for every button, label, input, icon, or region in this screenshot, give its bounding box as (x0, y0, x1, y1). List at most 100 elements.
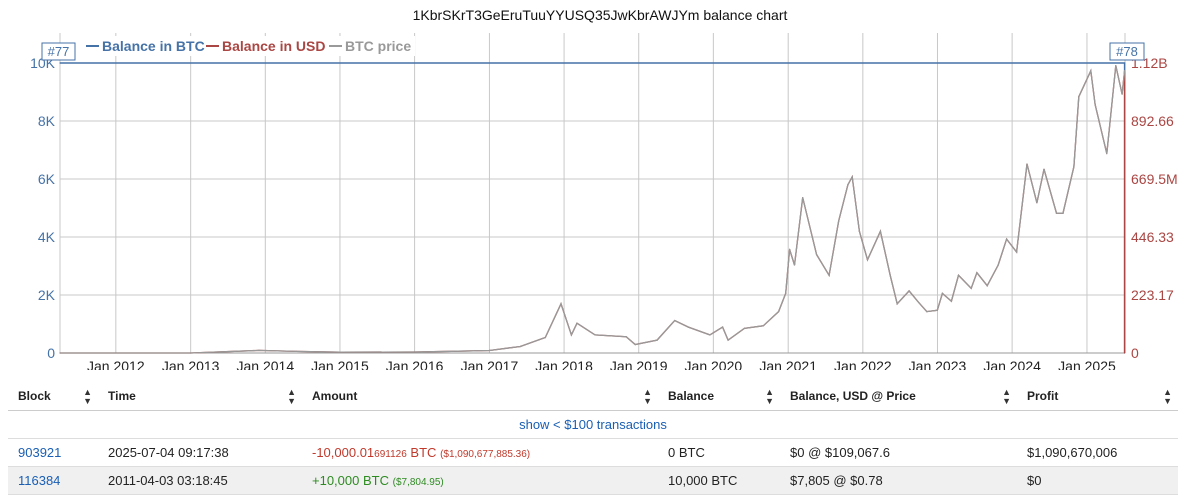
y-right-tick-label: 446.33 (1131, 229, 1174, 245)
data-point-btc-price (1078, 96, 1080, 98)
legend-item-price[interactable]: BTC price (345, 38, 411, 54)
data-point-btc-price (1115, 65, 1117, 67)
data-point-btc-price (727, 339, 729, 341)
data-point-btc-price (258, 349, 260, 351)
data-point-btc-price (879, 230, 882, 232)
data-point-btc-price (838, 220, 840, 222)
data-point-btc-price (816, 254, 818, 256)
table-row: 116384 2011-04-03 03:18:45 +10,000 BTC (… (8, 466, 1178, 495)
data-point-btc-price (828, 274, 830, 276)
data-point-btc-price (847, 184, 849, 186)
chart-grid (59, 33, 1126, 354)
amount-tail: 691126 (374, 449, 407, 460)
column-header-profit[interactable]: Profit ▲ ▼ (1017, 381, 1178, 411)
data-point-balance-in-usd (1124, 352, 1126, 354)
show-small-transactions-row: show < $100 transactions (8, 410, 1178, 439)
balance-chart-svg[interactable]: 1KbrSKrT3GeEruTuuYYUSQ35JwKbrAWJYm balan… (0, 0, 1200, 370)
block-link[interactable]: 903921 (8, 438, 98, 467)
x-tick-label: Jan 2022 (834, 358, 892, 370)
data-point-btc-price (1090, 70, 1092, 72)
sort-icon[interactable]: ▲ ▼ (1002, 387, 1011, 406)
x-tick-label: Jan 2024 (983, 358, 1041, 370)
tx-balance-usd: $7,805 @ $0.78 (780, 466, 1017, 495)
data-point-btc-price (1055, 212, 1058, 214)
x-tick-label: Jan 2012 (87, 358, 145, 370)
tx-balance: 0 BTC (658, 438, 780, 467)
tx-balance: 10,000 BTC (658, 466, 780, 495)
legend-background (80, 36, 415, 56)
data-point-btc-price (918, 301, 920, 304)
table-row: 903921 2025-07-04 09:17:38 -10,000.01691… (8, 438, 1178, 467)
data-point-btc-price (926, 311, 928, 313)
chart-legend[interactable]: Balance in BTC Balance in USD BTC price (80, 36, 415, 56)
column-header-balance-usd[interactable]: Balance, USD @ Price ▲ ▼ (780, 381, 1017, 411)
data-point-btc-price (687, 326, 690, 328)
column-header-label: Block (18, 388, 51, 403)
block-link[interactable]: 116384 (8, 466, 98, 495)
x-tick-label: Jan 2013 (162, 358, 220, 370)
data-point-btc-price (560, 303, 562, 305)
data-point-btc-price (1106, 153, 1108, 155)
data-point-btc-price (709, 334, 711, 336)
sort-icon[interactable]: ▲ ▼ (83, 387, 92, 406)
column-header-balance[interactable]: Balance ▲ ▼ (658, 381, 780, 411)
data-point-btc-price (576, 322, 578, 324)
data-point-btc-price (1016, 251, 1018, 253)
tx-time: 2011-04-03 03:18:45 (98, 466, 302, 495)
data-point-btc-price (858, 230, 861, 232)
data-point-btc-price (1094, 103, 1096, 105)
show-small-transactions-link[interactable]: show < $100 transactions (8, 410, 1178, 439)
balance-chart[interactable]: 1KbrSKrT3GeEruTuuYYUSQ35JwKbrAWJYm balan… (0, 0, 1200, 370)
data-point-btc-price (488, 349, 490, 352)
x-tick-label: Jan 2015 (311, 358, 369, 370)
x-tick-label: Jan 2020 (685, 358, 743, 370)
data-point-btc-price (941, 292, 944, 294)
flag-start[interactable] (41, 42, 76, 61)
y-left-tick-label: 8K (38, 113, 56, 129)
x-tick-label: Jan 2023 (909, 358, 967, 370)
sort-icon[interactable]: ▲ ▼ (643, 387, 652, 406)
data-point-btc-price (1073, 166, 1075, 168)
column-header-time[interactable]: Time ▲ ▼ (98, 381, 302, 411)
data-point-btc-price (451, 350, 453, 352)
tx-profit: $1,090,670,006 (1017, 438, 1178, 467)
sort-icon[interactable]: ▲ ▼ (765, 387, 774, 406)
data-point-btc-price (743, 327, 746, 329)
data-point-btc-price (789, 248, 791, 250)
data-point-btc-price (414, 351, 416, 353)
legend-item-usd[interactable]: Balance in USD (222, 38, 325, 54)
data-point-btc-price (656, 339, 658, 341)
data-point-btc-price (594, 334, 596, 336)
x-tick-label: Jan 2017 (461, 358, 519, 370)
data-point-btc-price (1006, 238, 1008, 240)
tx-time: 2025-07-04 09:17:38 (98, 438, 302, 467)
tx-profit: $0 (1017, 466, 1178, 495)
chart-axes: 02K4K6K8K10K0223.17446.33669.5M892.661.1… (30, 55, 1178, 370)
x-tick-label: Jan 2016 (386, 358, 444, 370)
column-header-amount[interactable]: Amount ▲ ▼ (302, 381, 658, 411)
data-point-btc-price (544, 336, 546, 339)
legend-item-btc[interactable]: Balance in BTC (102, 38, 205, 54)
amount-main: -10,000.01 (312, 445, 375, 460)
data-point-btc-price (722, 326, 724, 328)
column-header-block[interactable]: Block ▲ ▼ (8, 381, 98, 411)
amount-usd: ($7,804.95) (392, 477, 444, 488)
column-header-label: Time (108, 388, 136, 403)
flag-end-label: #78 (1116, 44, 1138, 59)
x-tick-label: Jan 2018 (535, 358, 593, 370)
sort-icon[interactable]: ▲ ▼ (287, 387, 296, 406)
transactions-table: Block ▲ ▼ Time ▲ ▼ Amount ▲ ▼ Balance ▲ ▼ Balanc… (8, 381, 1178, 495)
data-point-btc-price (570, 334, 573, 336)
chart-flags[interactable]: #77 #78 (41, 42, 1145, 61)
data-point-btc-price (936, 309, 938, 311)
data-point-btc-price (295, 350, 297, 352)
series-line-balance-in-usd (60, 65, 1126, 354)
sort-icon[interactable]: ▲ ▼ (1163, 387, 1172, 406)
data-point-btc-price (970, 287, 972, 289)
flag-end[interactable] (1109, 42, 1145, 61)
data-point-btc-price (1026, 163, 1028, 165)
data-point-btc-price (674, 320, 676, 322)
series-line-balance-in-btc (60, 62, 1126, 353)
data-point-btc-price (908, 290, 910, 292)
x-tick-label: Jan 2019 (610, 358, 668, 370)
